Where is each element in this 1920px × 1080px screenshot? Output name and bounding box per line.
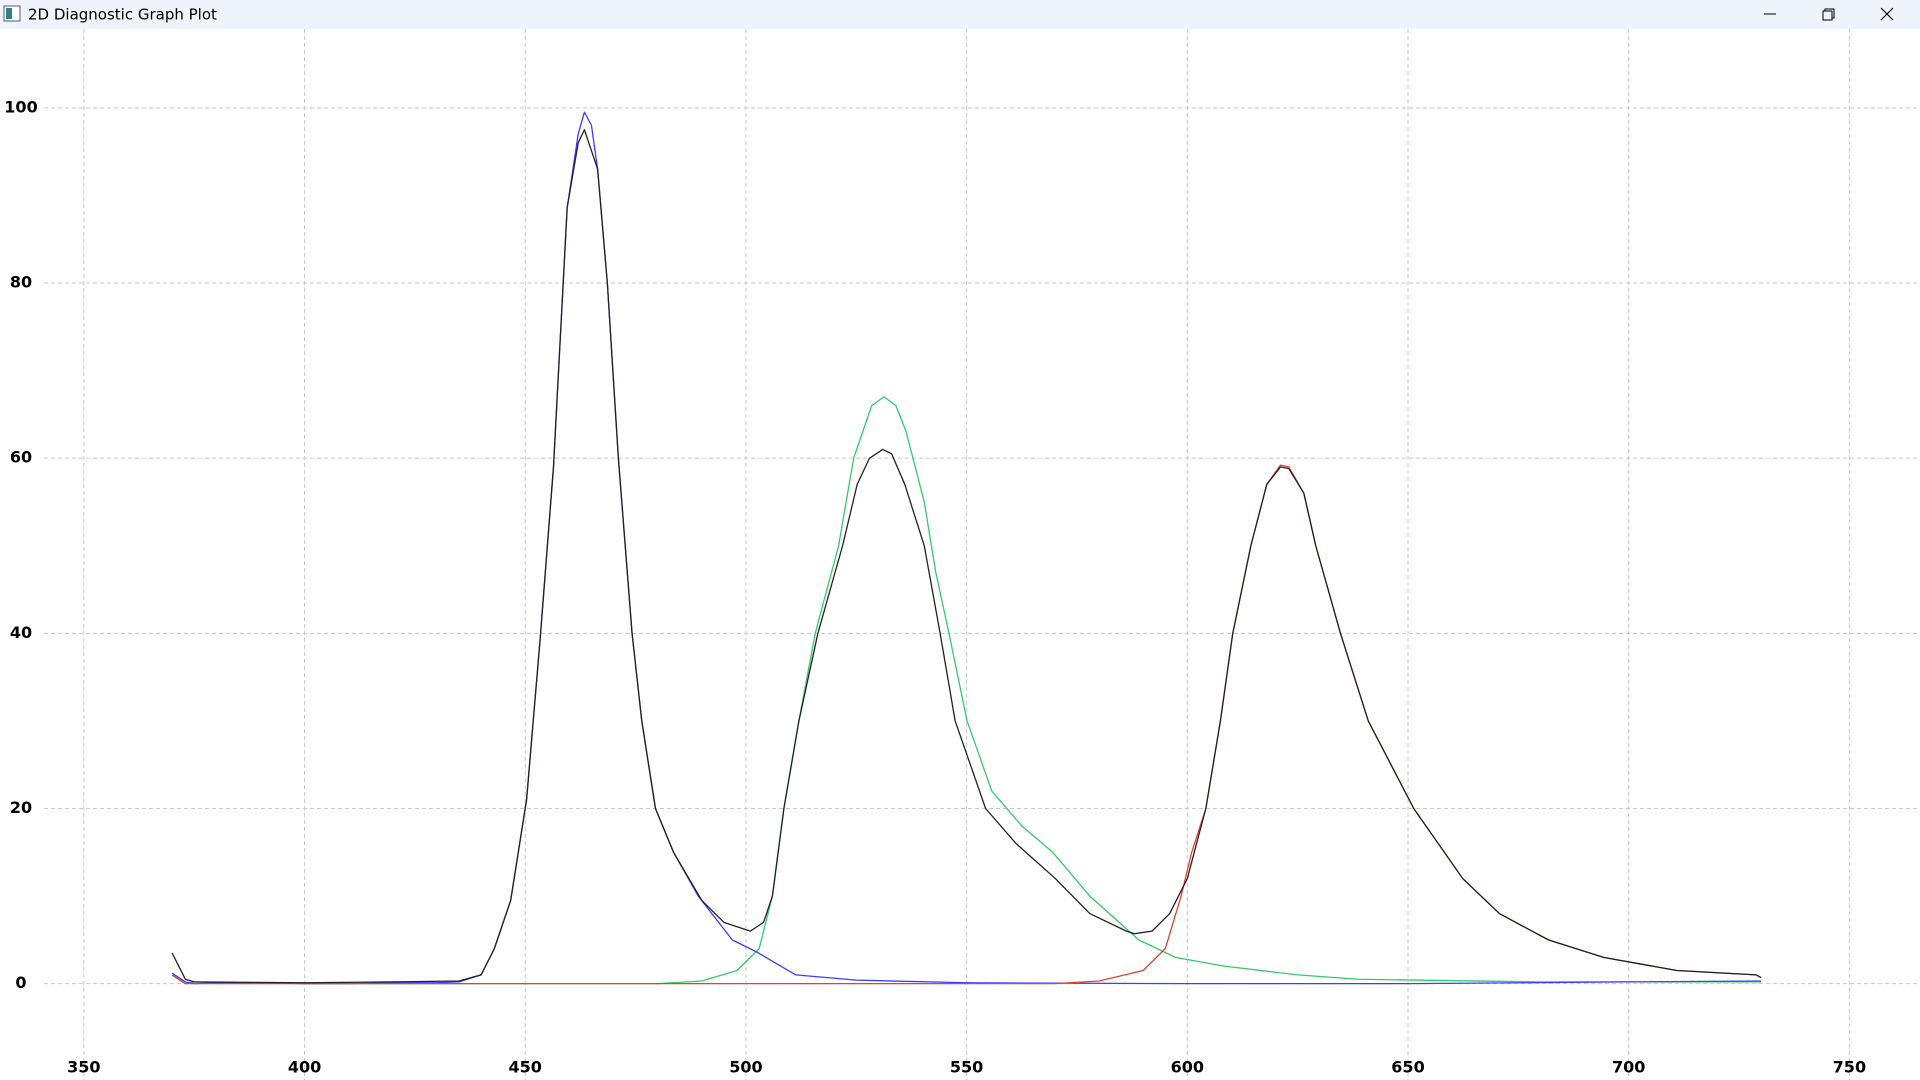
x-tick-label: 550 [950,1058,983,1077]
y-tick-label: 100 [4,97,37,116]
x-tick-label: 350 [67,1058,100,1077]
minimize-button[interactable] [1748,0,1792,29]
x-tick-label: 750 [1833,1058,1866,1077]
y-tick-label: 20 [10,798,32,817]
plot-area: 350 400 450 500 550 600 650 700 750 0 20 40 60 80 100 [4,29,1920,1080]
restore-button[interactable] [1806,0,1850,29]
y-tick-label: 80 [10,272,32,291]
title-bar [0,0,1920,29]
x-tick-label: 600 [1171,1058,1204,1077]
series-line [171,129,1762,984]
x-tick-label: 450 [509,1058,542,1077]
window-title: 2D Diagnostic Graph Plot [28,6,217,24]
x-tick-label: 500 [729,1058,762,1077]
y-tick-label: 0 [15,973,26,992]
y-tick-label: 60 [10,448,32,467]
x-tick-label: 650 [1391,1058,1424,1077]
close-button[interactable] [1864,0,1920,29]
series-line [171,396,1762,985]
y-tick-label: 40 [10,623,32,642]
app-icon [3,5,21,22]
x-tick-label: 400 [288,1058,321,1077]
x-tick-label: 700 [1612,1058,1645,1077]
